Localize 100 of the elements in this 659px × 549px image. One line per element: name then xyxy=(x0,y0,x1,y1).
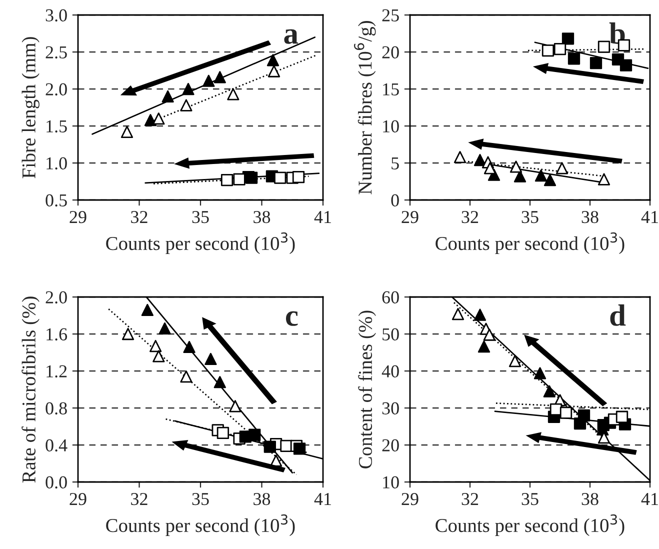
point xyxy=(534,367,546,380)
y-tick-label: 25 xyxy=(382,9,399,22)
point xyxy=(162,90,174,102)
x-axis-title: Counts per second (10$^{3}$) xyxy=(106,514,295,536)
point xyxy=(293,442,306,455)
point xyxy=(274,172,286,184)
y-tick-label: 1.6 xyxy=(46,328,68,341)
point xyxy=(483,328,496,341)
y-tick-label: 15 xyxy=(383,83,399,96)
point xyxy=(248,428,261,441)
point xyxy=(180,99,192,112)
point xyxy=(245,172,258,184)
y-tick-label: 5 xyxy=(392,157,399,170)
x-tick-label: 41 xyxy=(314,211,331,223)
x-tick-label: 29 xyxy=(70,492,86,506)
point xyxy=(590,57,602,70)
point xyxy=(554,42,566,56)
point xyxy=(266,54,280,66)
point xyxy=(560,406,572,419)
point xyxy=(268,65,280,78)
point xyxy=(152,112,165,125)
x-axis-title: Counts per second (10$^{3}$) xyxy=(106,232,295,254)
point xyxy=(182,82,194,96)
point xyxy=(478,340,490,353)
y-axis-title: Number fibres (10$^{6}$/g) xyxy=(354,21,376,194)
point xyxy=(227,88,240,100)
x-tick-label: 32 xyxy=(462,210,478,224)
y-tick-label: 30 xyxy=(382,402,399,414)
point xyxy=(562,32,574,45)
point xyxy=(214,376,226,388)
point xyxy=(620,59,632,72)
x-tick-label: 38 xyxy=(254,210,270,224)
point xyxy=(152,350,165,362)
x-tick-label: 41 xyxy=(314,493,331,505)
point xyxy=(544,174,556,186)
point xyxy=(556,162,568,174)
x-tick-label: 29 xyxy=(402,210,418,224)
point xyxy=(292,170,305,184)
x-tick-label: 41 xyxy=(641,211,658,223)
y-tick-label: 20 xyxy=(382,439,399,452)
x-tick-label: 38 xyxy=(254,492,270,506)
x-axis-title: Counts per second (10$^{3}$) xyxy=(436,514,624,536)
y-tick-label: 2.0 xyxy=(46,83,67,96)
point xyxy=(229,400,242,412)
point xyxy=(204,352,217,366)
y-tick-label: 60 xyxy=(382,291,399,304)
point xyxy=(233,173,246,186)
x-tick-label: 38 xyxy=(582,210,598,224)
x-tick-label: 32 xyxy=(131,492,148,506)
point xyxy=(183,340,196,354)
y-tick-label: 0.4 xyxy=(46,439,68,452)
x-tick-label: 32 xyxy=(131,210,148,224)
annotation: c xyxy=(286,311,298,326)
annotation: a xyxy=(284,29,298,44)
y-tick-label: 40 xyxy=(382,365,399,378)
point xyxy=(214,71,226,84)
y-axis-title: Content of fines (%) xyxy=(358,310,376,468)
point xyxy=(598,173,610,186)
point xyxy=(510,160,522,173)
y-tick-label: 0 xyxy=(391,194,399,206)
point xyxy=(158,322,171,335)
y-tick-label: 0.0 xyxy=(46,476,67,489)
x-tick-label: 38 xyxy=(582,492,598,506)
x-tick-label: 35 xyxy=(192,210,209,224)
point xyxy=(216,426,230,440)
point xyxy=(598,40,610,53)
x-tick-label: 35 xyxy=(192,492,209,506)
y-tick-label: 10 xyxy=(383,120,399,132)
point xyxy=(141,304,154,316)
y-tick-label: 0.8 xyxy=(46,402,67,415)
point xyxy=(474,308,486,321)
point xyxy=(150,340,162,352)
point xyxy=(508,354,522,368)
point xyxy=(454,151,466,164)
point xyxy=(542,44,554,57)
point xyxy=(616,410,628,423)
y-tick-label: 50 xyxy=(382,328,399,340)
annotation: d xyxy=(610,304,626,326)
x-tick-label: 41 xyxy=(641,493,658,505)
point xyxy=(568,52,580,65)
y-tick-label: 10 xyxy=(383,476,399,488)
point xyxy=(144,114,157,126)
y-tick-label: 20 xyxy=(382,46,399,58)
y-tick-label: 2.5 xyxy=(46,46,67,59)
point xyxy=(543,385,556,398)
point xyxy=(534,170,548,182)
y-tick-label: 1.5 xyxy=(46,120,67,133)
y-tick-label: 0.5 xyxy=(46,194,67,207)
point xyxy=(180,370,192,383)
x-tick-label: 35 xyxy=(522,210,538,224)
point xyxy=(578,409,590,422)
y-tick-label: 3.0 xyxy=(46,9,67,22)
y-tick-label: 1.2 xyxy=(46,365,67,378)
x-tick-label: 29 xyxy=(402,492,418,506)
point xyxy=(122,328,134,340)
point xyxy=(120,126,134,138)
point xyxy=(452,308,464,320)
point xyxy=(220,174,234,186)
y-axis-title: Fibre length (mm) xyxy=(22,37,40,178)
x-tick-label: 29 xyxy=(70,210,86,224)
